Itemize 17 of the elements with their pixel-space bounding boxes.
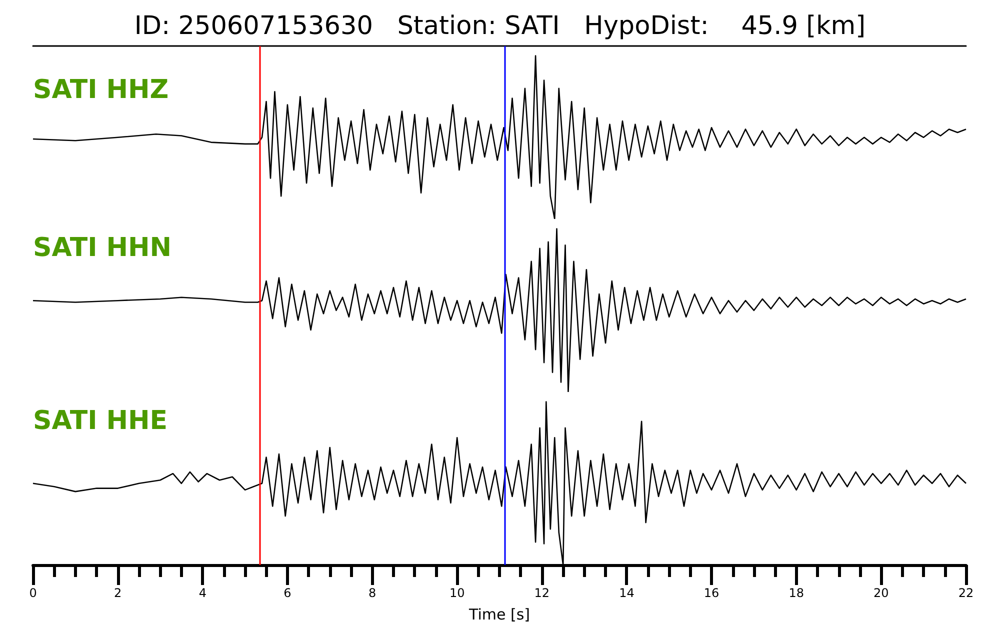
annotation: SATI HHE [33, 406, 168, 436]
annotation: SATI HHN [33, 233, 172, 263]
x-tick-label: 4 [198, 586, 206, 600]
x-tick-label: 6 [284, 586, 292, 600]
x-axis-title: Time [s] [468, 606, 530, 624]
x-tick-label: 2 [114, 586, 122, 600]
x-tick-label: 14 [619, 586, 634, 600]
x-tick-label: 22 [958, 586, 974, 600]
x-tick-label: 12 [534, 586, 550, 600]
x-tick-label: 8 [368, 586, 376, 600]
x-tick-label: 0 [29, 586, 37, 600]
x-tick-label: 20 [874, 586, 889, 600]
x-tick-label: 18 [788, 586, 804, 600]
x-tick-label: 16 [704, 586, 720, 600]
x-tick-label: 10 [449, 586, 465, 600]
annotation: SATI HHZ [33, 75, 169, 105]
chart-title: ID: 250607153630 Station: SATI HypoDist: 45.9 [km] [134, 11, 866, 41]
